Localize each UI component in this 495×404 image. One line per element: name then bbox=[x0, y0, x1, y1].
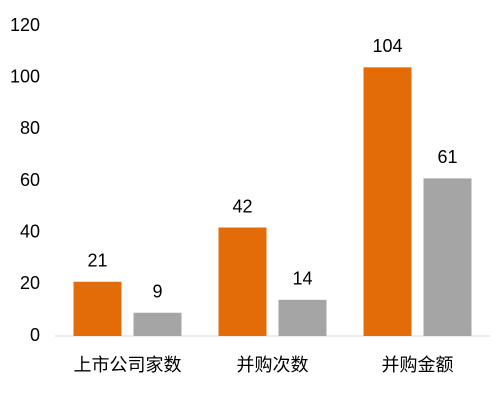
y-tick-label: 100 bbox=[10, 66, 40, 86]
y-tick-label: 60 bbox=[20, 170, 40, 190]
bar bbox=[278, 299, 327, 336]
y-tick-label: 120 bbox=[10, 15, 40, 35]
x-tick-label: 并购次数 bbox=[237, 355, 309, 375]
y-tick-label: 40 bbox=[20, 221, 40, 241]
value-label: 61 bbox=[437, 147, 457, 167]
value-label: 9 bbox=[152, 282, 162, 302]
x-tick-label: 上市公司家数 bbox=[74, 355, 182, 375]
value-label: 21 bbox=[87, 251, 107, 271]
value-label: 42 bbox=[232, 196, 252, 216]
y-tick-label: 20 bbox=[20, 273, 40, 293]
bar bbox=[218, 227, 267, 336]
bar bbox=[133, 312, 182, 336]
bar bbox=[363, 67, 412, 336]
y-tick-label: 80 bbox=[20, 118, 40, 138]
bar bbox=[73, 281, 122, 336]
bar bbox=[423, 178, 472, 336]
y-tick-label: 0 bbox=[30, 325, 40, 345]
value-label: 104 bbox=[372, 36, 402, 56]
x-tick-label: 并购金额 bbox=[382, 355, 454, 375]
value-label: 14 bbox=[292, 269, 312, 289]
